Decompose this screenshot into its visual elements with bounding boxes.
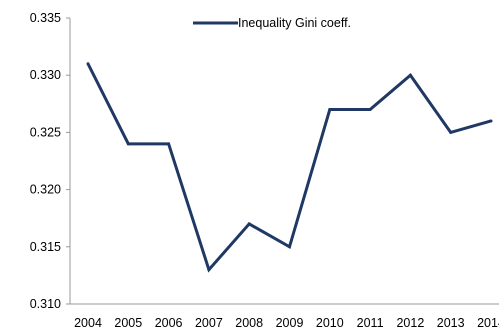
y-tick-label: 0.325 [30, 125, 61, 139]
y-axis-ticks: 0.310 0.315 0.320 0.325 0.330 0.335 [30, 11, 70, 311]
data-point [126, 142, 130, 146]
y-tick-label: 0.315 [30, 240, 61, 254]
data-point [328, 108, 332, 112]
y-tick-label: 0.330 [30, 68, 61, 82]
x-tick-label: 2009 [276, 316, 304, 330]
x-tick-label: 2008 [235, 316, 263, 330]
data-point [408, 73, 412, 77]
data-point [368, 108, 372, 112]
x-tick-label: 2004 [74, 316, 102, 330]
data-point [489, 119, 493, 123]
x-tick-label: 2006 [155, 316, 183, 330]
x-tick-label: 2010 [316, 316, 344, 330]
legend-label: Inequality Gini coeff. [238, 16, 351, 30]
data-point [288, 245, 291, 249]
data-point [247, 222, 251, 226]
data-point [167, 142, 171, 146]
x-tick-label: 2014 [477, 316, 499, 330]
data-point [207, 268, 211, 272]
x-axis-ticks: 2004 2005 2006 2007 2008 2009 2010 2011 2012 2013… [74, 316, 499, 330]
x-tick-label: 2007 [195, 316, 223, 330]
x-tick-label: 2012 [396, 316, 424, 330]
x-tick-label: 2013 [437, 316, 465, 330]
series-layer [86, 62, 493, 273]
x-tick-label: 2011 [357, 316, 384, 330]
data-point [86, 62, 90, 66]
series-line [86, 63, 492, 273]
legend: Inequality Gini coeff. [193, 16, 351, 30]
y-tick-label: 0.335 [30, 11, 61, 25]
y-tick-label: 0.320 [30, 183, 61, 197]
y-tick-label: 0.310 [30, 297, 61, 311]
data-point [449, 130, 453, 134]
x-tick-label: 2005 [114, 316, 142, 330]
